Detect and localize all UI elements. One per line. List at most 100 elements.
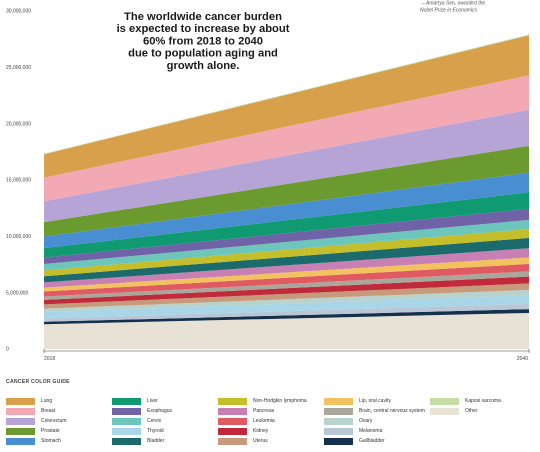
quote-line-2: Nobel Prize in Economics [420, 8, 477, 14]
legend-swatch [112, 427, 141, 435]
legend-item: Thyroid [112, 426, 218, 436]
legend-swatch [218, 437, 247, 445]
legend-swatch [324, 417, 353, 425]
title-line: is expected to increase by about [117, 23, 290, 35]
area-series [44, 248, 529, 288]
legend-label: Gallbladder [359, 438, 385, 444]
legend-title: CANCER COLOR GUIDE [6, 379, 70, 385]
legend-label: Breast [41, 408, 56, 414]
legend-swatch [324, 437, 353, 445]
legend-item: Leukemia [218, 416, 324, 426]
legend-label: Other [465, 408, 478, 414]
legend-item: Kidney [218, 426, 324, 436]
legend-label: Kaposi sarcoma [465, 398, 501, 404]
area-series [44, 34, 529, 155]
legend-item: Melanoma [324, 426, 430, 436]
title-line: 60% from 2018 to 2040 [143, 35, 263, 47]
area-series [44, 276, 529, 305]
area-series [44, 271, 529, 300]
legend-item: Uterus [218, 436, 324, 446]
legend-item: Kaposi sarcoma [430, 396, 536, 406]
area-series [44, 312, 529, 349]
legend-label: Colorectum [41, 418, 67, 424]
area-series [44, 219, 529, 271]
area-series [44, 208, 529, 265]
legend-grid: Lung Breast Colorectum Prostate Stomach Liver… [6, 396, 536, 448]
area-series [44, 109, 529, 223]
legend-swatch [6, 397, 35, 405]
legend-swatch [6, 407, 35, 415]
title-line: The worldwide cancer burden [124, 11, 282, 23]
legend-item: Lung [6, 396, 112, 406]
y-tick-label: 30,000,000 [6, 9, 31, 15]
legend-item: Other [430, 406, 536, 416]
legend-label: Non-Hodgkin lymphoma [253, 398, 307, 404]
legend-swatch [430, 407, 459, 415]
legend-label: Pancreas [253, 408, 275, 414]
title-line: growth alone. [167, 60, 240, 72]
legend-label: Bladder [147, 438, 165, 444]
legend: CANCER COLOR GUIDE Lung Breast Colorectum P… [6, 379, 536, 449]
y-tick-label: 25,000,000 [6, 65, 31, 71]
legend-label: Liver [147, 398, 158, 404]
area-series [44, 263, 529, 297]
legend-label: Esophagus [147, 408, 173, 414]
legend-item: Lip, oral cavity [324, 396, 430, 406]
area-series [44, 145, 529, 237]
legend-item: Esophagus [112, 406, 218, 416]
y-tick-label: 10,000,000 [6, 234, 31, 240]
x-tick-label: 2040 [517, 356, 528, 362]
legend-label: Brain, central nervous system [359, 408, 425, 414]
legend-item: Cervix [112, 416, 218, 426]
legend-swatch [6, 437, 35, 445]
legend-item: Liver [112, 396, 218, 406]
legend-item: Gallbladder [324, 436, 430, 446]
legend-label: Stomach [41, 438, 61, 444]
area-series [44, 283, 529, 309]
legend-swatch [6, 427, 35, 435]
legend-label: Leukemia [253, 418, 275, 424]
legend-label: Lung [41, 398, 53, 404]
y-tick-label: 0 [6, 347, 9, 353]
legend-label: Kidney [253, 428, 269, 434]
legend-label: Ovary [359, 418, 373, 424]
legend-item: Pancreas [218, 406, 324, 416]
area-series [44, 75, 529, 202]
area-series [44, 303, 529, 322]
area-series [44, 295, 529, 319]
area-series [44, 228, 529, 277]
legend-swatch [324, 397, 353, 405]
legend-label: Lip, oral cavity [359, 398, 391, 404]
legend-item: Prostate [6, 426, 112, 436]
stacked-areas [44, 34, 529, 349]
legend-swatch [112, 397, 141, 405]
y-tick-label: 20,000,000 [6, 121, 31, 127]
legend-label: Prostate [41, 428, 60, 434]
legend-label: Thyroid [147, 428, 164, 434]
legend-item: Non-Hodgkin lymphoma [218, 396, 324, 406]
legend-item: Breast [6, 406, 112, 416]
x-tick-label: 2018 [44, 356, 55, 362]
quote-attribution: – Amartya Sen, awarded the Nobel Prize i… [420, 1, 485, 14]
legend-label: Melanoma [359, 428, 383, 434]
legend-swatch [112, 437, 141, 445]
legend-item: Ovary [324, 416, 430, 426]
legend-item: Stomach [6, 436, 112, 446]
area-series [44, 192, 529, 258]
title-line: due to population aging and [128, 48, 278, 60]
legend-swatch [112, 407, 141, 415]
legend-swatch [6, 417, 35, 425]
legend-swatch [430, 397, 459, 405]
legend-swatch [324, 427, 353, 435]
legend-swatch [218, 407, 247, 415]
legend-swatch [218, 397, 247, 405]
x-axis: 2018 2040 [43, 349, 530, 362]
legend-label: Cervix [147, 418, 162, 424]
legend-swatch [218, 417, 247, 425]
legend-item: Brain, central nervous system [324, 406, 430, 416]
area-series [44, 257, 529, 292]
cancer-burden-area-chart: – Amartya Sen, awarded the Nobel Prize i… [6, 1, 530, 362]
legend-item: Colorectum [6, 416, 112, 426]
area-series [44, 237, 529, 283]
legend-label: Uterus [253, 438, 268, 444]
